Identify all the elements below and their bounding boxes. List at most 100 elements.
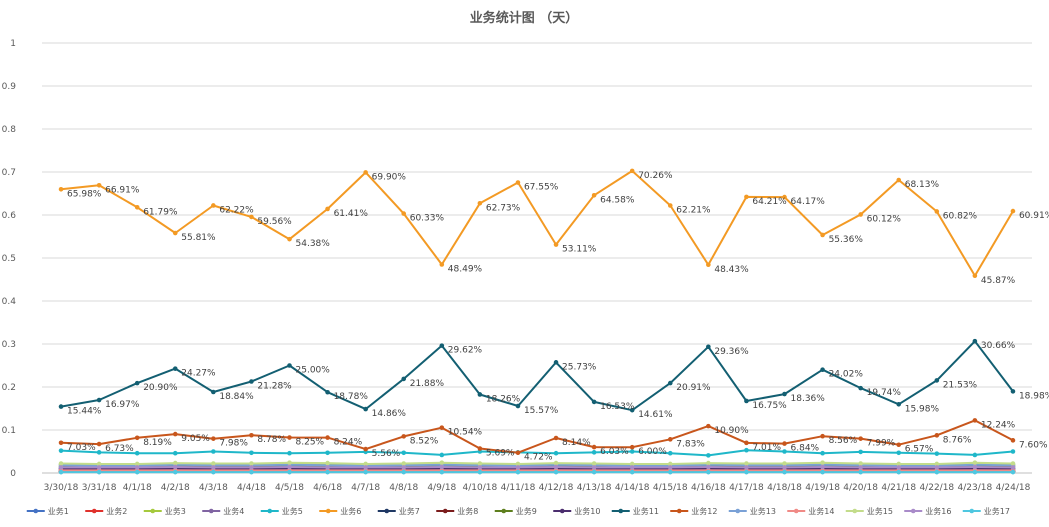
data-point: [325, 465, 330, 470]
x-tick-label: 4/24/18: [996, 483, 1031, 493]
legend-label: 业务7: [399, 506, 420, 516]
data-point: [211, 469, 216, 475]
data-point: [553, 450, 559, 456]
data-point: [1010, 449, 1016, 454]
data-label: 14.61%: [638, 410, 673, 420]
legend-marker: [501, 508, 507, 514]
data-point: [211, 465, 216, 470]
legend-label: 业务8: [457, 506, 478, 516]
legend-marker: [442, 508, 448, 514]
data-point: [782, 461, 787, 466]
data-point: [591, 193, 597, 198]
data-point: [249, 450, 254, 456]
legend-label: 业务15: [867, 506, 893, 516]
data-point: [58, 186, 64, 192]
data-label: 18.78%: [334, 392, 369, 402]
data-label: 16.53%: [600, 402, 635, 412]
data-point: [820, 232, 825, 238]
data-point: [629, 469, 635, 475]
data-point: [211, 461, 216, 466]
data-point: [629, 449, 635, 454]
data-label: 24.27%: [181, 369, 216, 379]
data-label: 67.55%: [524, 183, 559, 193]
data-point: [1010, 461, 1016, 466]
x-tick-label: 4/2/18: [161, 483, 190, 493]
x-tick-label: 4/17/18: [729, 483, 764, 493]
data-point: [896, 469, 902, 475]
data-point: [744, 440, 749, 446]
x-axis-ticks: 3/30/18 3/31/18 4/1/18 4/2/18 4/3/18 4/4/18 4/…: [44, 483, 1031, 493]
series-line: [60, 463, 1014, 467]
data-label: 66.91%: [105, 185, 140, 195]
data-label: 15.98%: [905, 404, 940, 414]
data-point: [858, 465, 863, 470]
data-point: [211, 203, 216, 208]
data-point: [1010, 389, 1016, 394]
data-point: [211, 436, 216, 441]
data-label: 16.97%: [105, 400, 140, 410]
data-point: [972, 418, 978, 423]
series-line: [60, 340, 1014, 412]
data-point: [820, 460, 825, 465]
legend-label: 业务5: [282, 506, 303, 516]
data-point: [287, 469, 292, 475]
data-point: [134, 469, 140, 475]
data-point: [172, 469, 178, 475]
x-tick-label: 4/19/18: [805, 483, 840, 493]
series-line: [60, 461, 1014, 465]
data-label: 4.72%: [524, 453, 553, 463]
legend-marker: [969, 508, 975, 514]
x-tick-label: 4/15/18: [653, 483, 688, 493]
data-point: [401, 434, 407, 439]
data-point: [134, 465, 140, 470]
data-point: [706, 453, 711, 458]
data-point: [553, 469, 559, 475]
x-tick-label: 4/8/18: [389, 483, 418, 493]
y-tick-label: 0.8: [2, 125, 17, 135]
data-point: [134, 435, 140, 441]
data-label: 64.58%: [600, 195, 635, 205]
data-point: [515, 465, 521, 470]
data-point: [972, 464, 978, 470]
data-point: [591, 461, 597, 466]
y-tick-label: 0: [10, 469, 16, 479]
legend-label: 业务16: [925, 506, 951, 516]
data-point: [820, 469, 825, 475]
data-point: [287, 435, 292, 440]
data-label: 18.98%: [1019, 391, 1049, 401]
data-label: 8.52%: [410, 436, 439, 446]
data-point: [667, 203, 673, 208]
data-point: [439, 460, 445, 465]
data-point: [629, 461, 635, 467]
data-point: [744, 447, 749, 453]
data-label: 8.14%: [562, 438, 591, 448]
data-point: [667, 461, 673, 467]
series-line: [60, 169, 1014, 277]
data-point: [477, 469, 483, 475]
data-point: [439, 464, 445, 470]
legend-marker: [384, 508, 390, 514]
data-label: 7.60%: [1019, 440, 1048, 450]
data-point: [134, 461, 140, 467]
legend-marker: [267, 508, 273, 514]
data-point: [477, 200, 483, 206]
data-point: [782, 391, 787, 397]
data-point: [58, 461, 64, 466]
data-point: [401, 461, 407, 466]
data-label: 8.78%: [257, 435, 286, 445]
data-label: 45.87%: [981, 276, 1016, 286]
data-point: [591, 465, 597, 470]
data-point: [667, 450, 673, 456]
data-point: [249, 461, 254, 466]
data-point: [820, 450, 825, 456]
data-point: [96, 397, 102, 403]
data-point: [1010, 465, 1016, 470]
data-point: [782, 194, 787, 200]
data-point: [325, 469, 330, 475]
data-label: 60.12%: [867, 214, 902, 224]
data-point: [58, 465, 64, 470]
data-point: [629, 407, 635, 413]
data-point: [172, 460, 178, 466]
x-tick-label: 4/7/18: [351, 483, 380, 493]
